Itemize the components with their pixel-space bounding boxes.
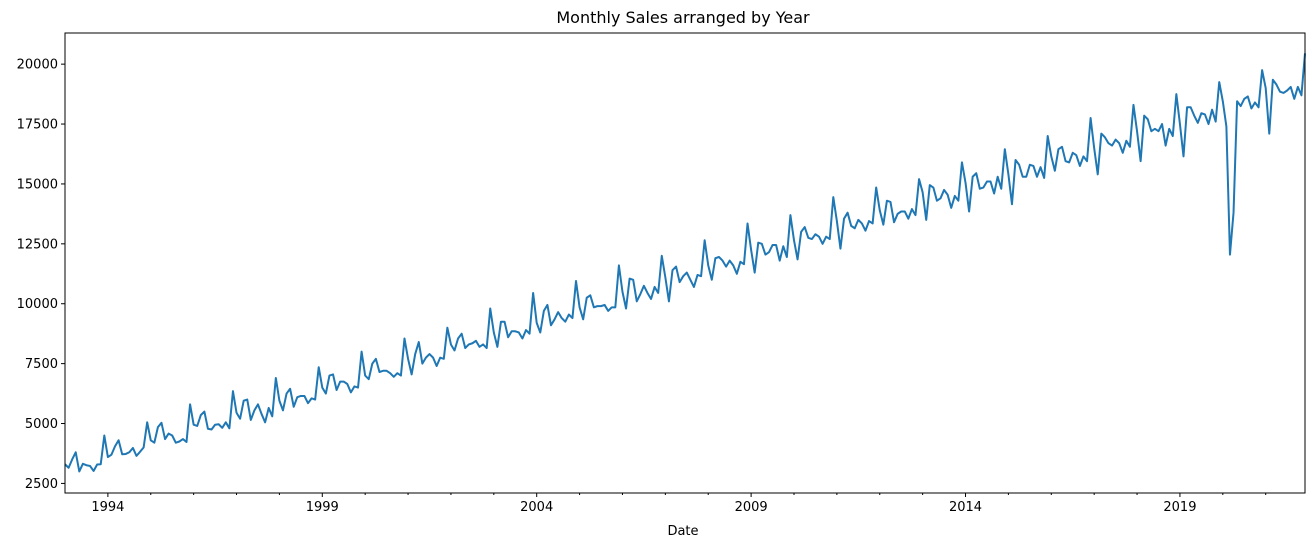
x-tick-label: 1994 <box>91 500 124 515</box>
y-tick-label: 5000 <box>25 417 58 432</box>
x-tick-label: 2009 <box>735 500 768 515</box>
x-tick-label: 2014 <box>949 500 982 515</box>
y-tick-label: 17500 <box>17 118 58 133</box>
y-tick-label: 15000 <box>17 177 58 192</box>
x-tick-label: 1999 <box>306 500 339 515</box>
plot-frame <box>64 32 1306 494</box>
x-tick-label: 2004 <box>520 500 553 515</box>
plot-area <box>64 53 1306 473</box>
y-tick-label: 20000 <box>17 58 58 73</box>
y-tick-label: 2500 <box>25 477 58 492</box>
y-tick-label: 10000 <box>17 297 58 312</box>
x-axis: 1994 1999 2004 2009 2014 2019 <box>91 493 1267 515</box>
y-tick-label: 7500 <box>25 357 58 372</box>
x-tick-label: 2019 <box>1163 500 1196 515</box>
sales-series-line <box>64 53 1306 473</box>
y-tick-label: 12500 <box>17 237 58 252</box>
y-axis: 2500 5000 7500 10000 12500 15000 17500 20000 <box>17 58 65 492</box>
chart-title: Monthly Sales arranged by Year <box>556 8 810 27</box>
x-axis-label: Date <box>667 524 698 539</box>
